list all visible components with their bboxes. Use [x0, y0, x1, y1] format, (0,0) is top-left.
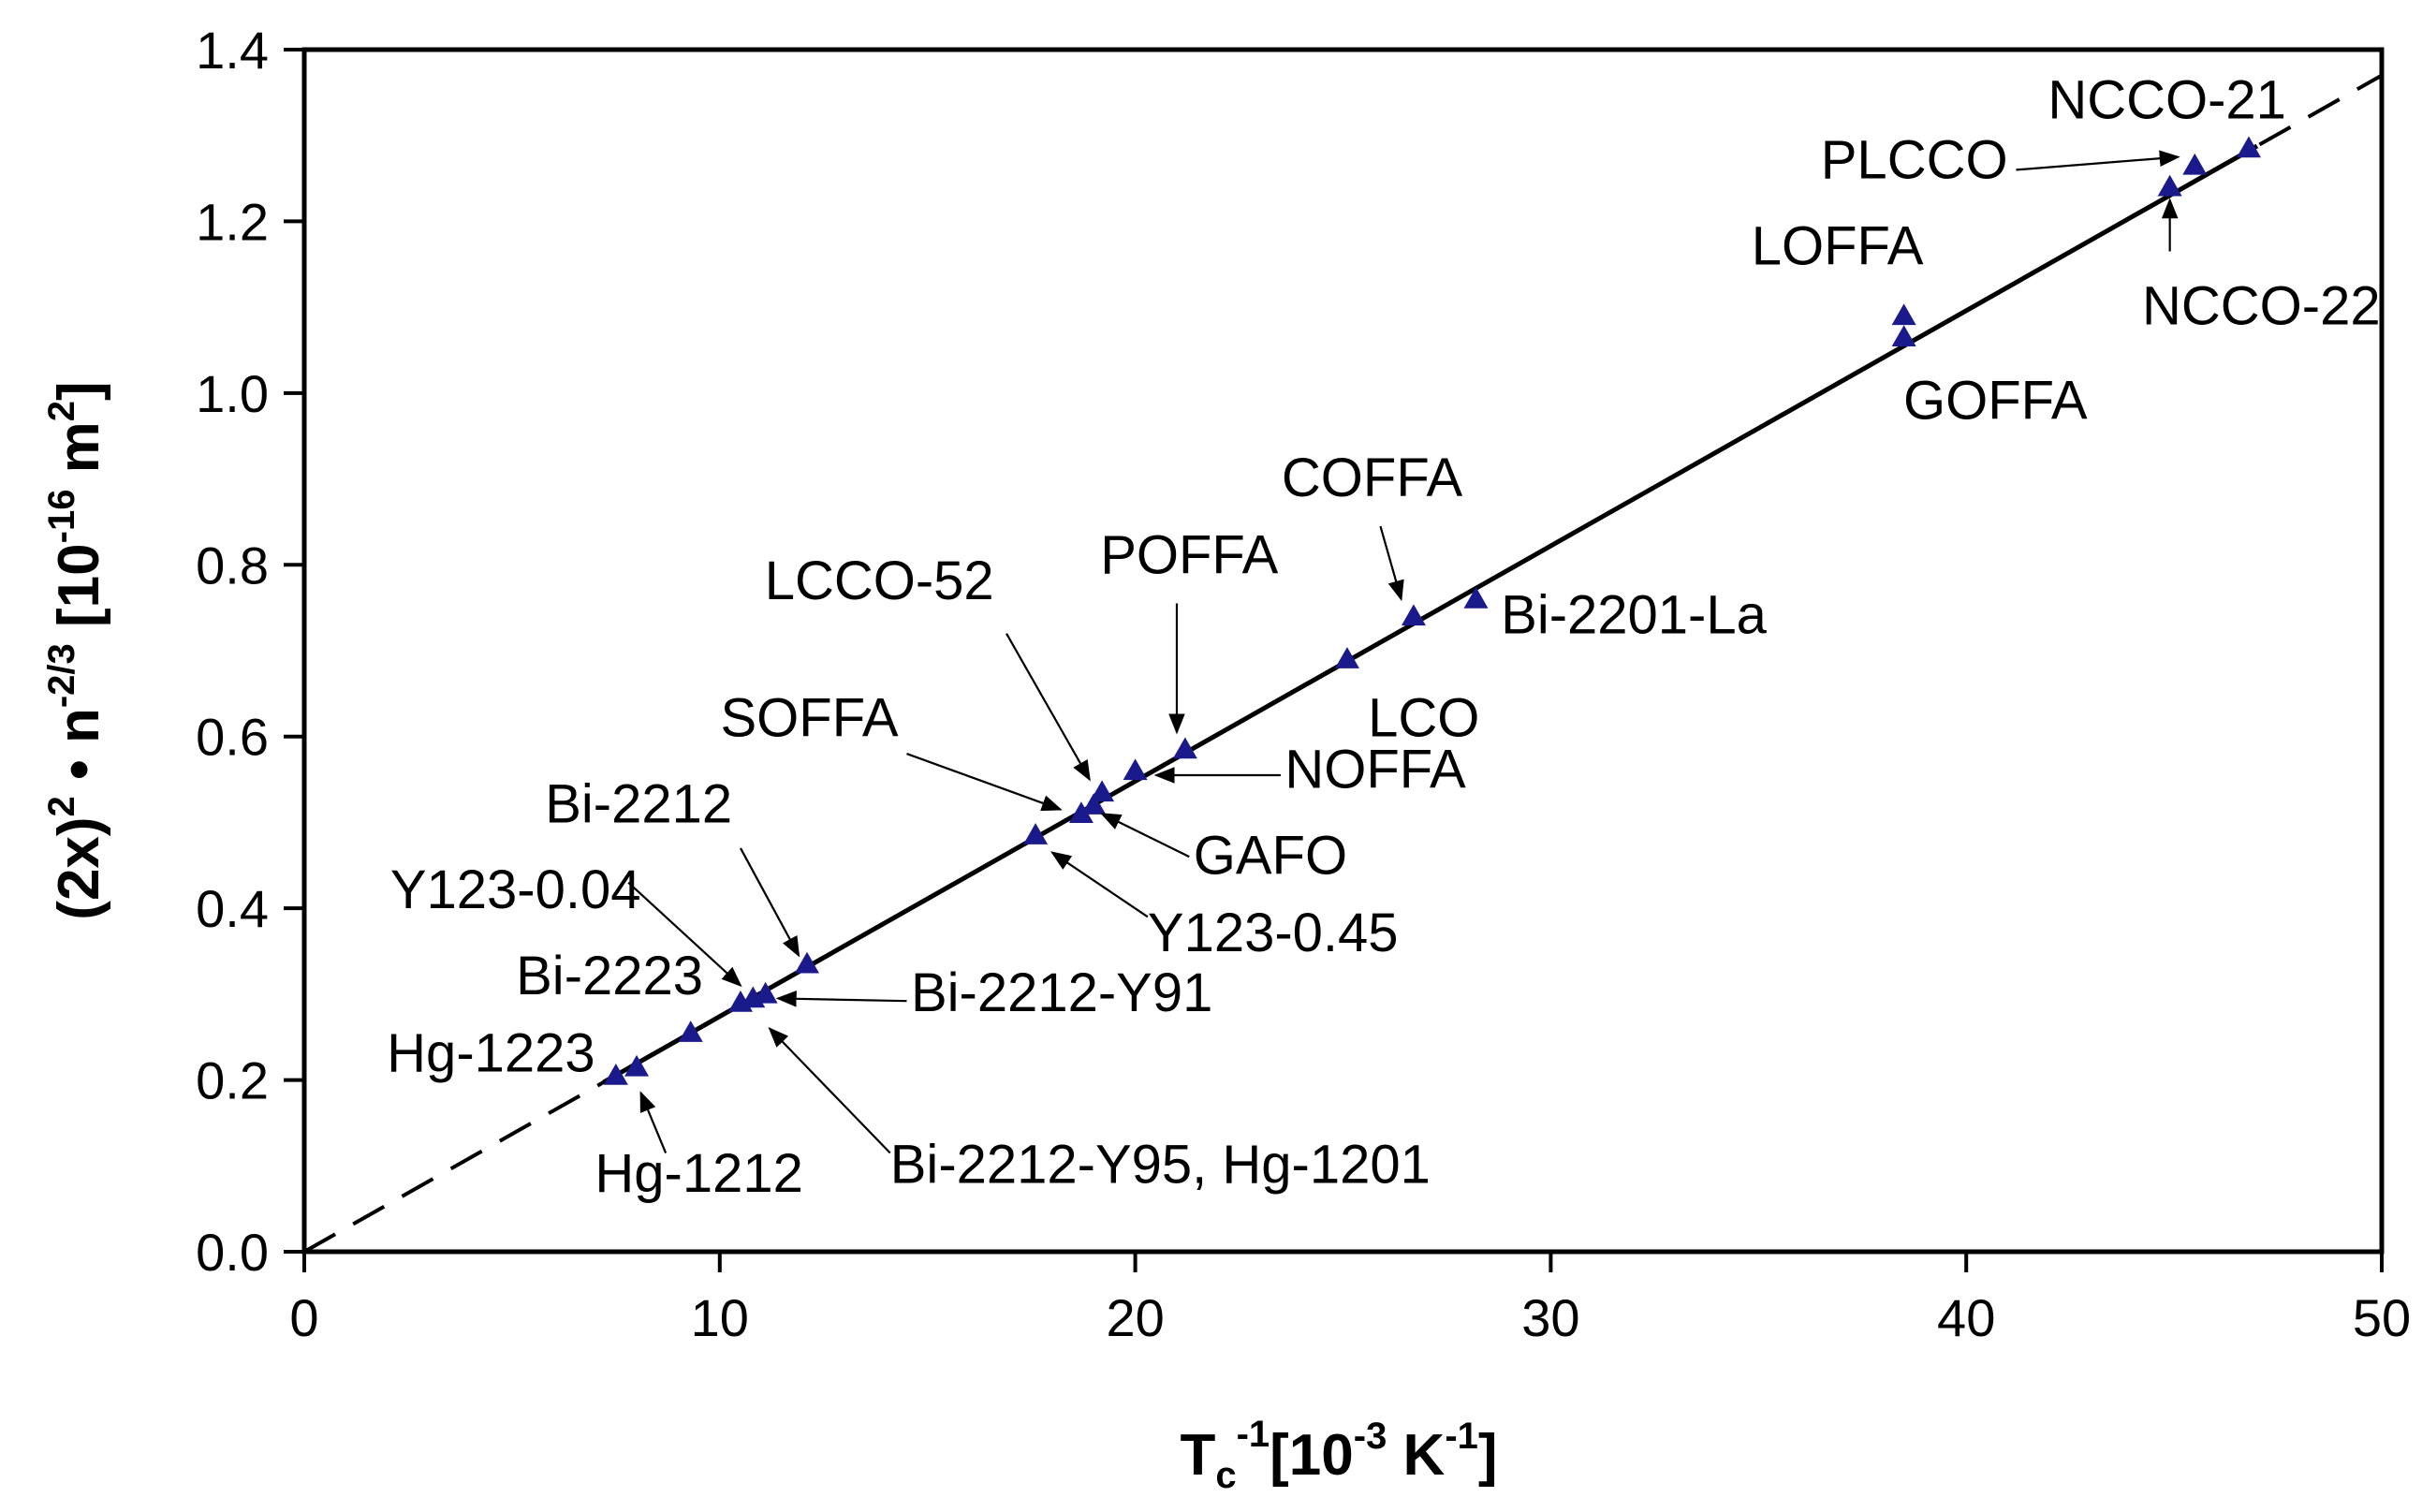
y-tick-label: 0.2 [196, 1051, 269, 1110]
data-point-triangle [603, 1063, 628, 1085]
data-point-triangle [1463, 586, 1489, 609]
annotation-label: SOFFA [720, 688, 898, 749]
annotation-label: NCCO-22 [2142, 275, 2381, 336]
data-point-triangle [624, 1054, 650, 1077]
axes-group: 0 10 20 30 40 50 0.0 0.2 0.4 0.6 0.8 1.0 1.2 1.4 [196, 21, 2411, 1347]
data-point-triangle [1123, 758, 1148, 781]
fit-line-solid [602, 143, 2259, 1085]
annotation-label: LCCO-52 [765, 550, 994, 611]
y-tick-label: 1.0 [196, 364, 269, 423]
y-tick-label: 1.2 [196, 192, 269, 251]
annotation-arrow [639, 1091, 668, 1153]
annotation-label: Bi-2201-La [1501, 585, 1767, 646]
annotation-label: PLCCO [1821, 130, 2008, 191]
data-point-triangle [2236, 136, 2261, 158]
data-point-triangle [1401, 604, 1426, 626]
annotation-label: Bi-2212 [545, 773, 732, 834]
data-point-triangle [794, 951, 819, 974]
data-points-group [603, 136, 2261, 1085]
x-tick-label: 50 [2353, 1288, 2411, 1347]
annotation-label: NOFFA [1284, 740, 1466, 800]
data-point-triangle [1172, 737, 1197, 759]
data-point-triangle [2182, 153, 2208, 175]
data-point-triangle [1081, 793, 1107, 815]
annotation-label: NCCO-21 [2048, 69, 2286, 130]
y-tick-label: 1.4 [196, 21, 269, 80]
annotation-arrow [1379, 525, 1404, 602]
data-point-triangle [1334, 647, 1359, 668]
x-axis-title: Tc-1[10-3 K-1] [1180, 1414, 1497, 1496]
annotation-label: POFFA [1100, 524, 1278, 585]
y-tick-label: 0.8 [196, 536, 269, 595]
annotation-arrow [627, 881, 742, 988]
annotation-label: Bi-2212-Y95, Hg-1201 [890, 1135, 1431, 1196]
annotation-label: Bi-2223 [516, 946, 703, 1006]
annotation-arrow [906, 753, 1063, 812]
y-axis-title: (2x)2 • n-2/3 [10-16 m2] [41, 381, 111, 919]
annotation-arrow [768, 1026, 891, 1154]
annotation-label: Bi-2212-Y91 [911, 962, 1212, 1023]
data-point-triangle [1068, 801, 1094, 824]
annotation-arrow [1005, 633, 1091, 782]
x-tick-label: 20 [1106, 1288, 1164, 1347]
data-point-triangle [1090, 780, 1115, 802]
y-tick-label: 0.0 [196, 1223, 269, 1282]
data-point-triangle [678, 1020, 703, 1042]
x-tick-label: 10 [691, 1288, 749, 1347]
plot-area-frame [301, 47, 2385, 1255]
annotation-label: Y123-0.45 [1148, 903, 1399, 963]
x-tick-label: 30 [1521, 1288, 1579, 1347]
annotation-arrow [2016, 150, 2180, 171]
x-tick-label: 0 [289, 1288, 318, 1347]
annotation-label: COFFA [1282, 448, 1463, 508]
annotation-label: LOFFA [1752, 215, 1924, 276]
annotation-arrow [1100, 813, 1190, 859]
annotation-label: GAFO [1194, 825, 1347, 886]
annotation-arrow [740, 847, 800, 958]
data-point-triangle [1891, 303, 1916, 326]
annotation-arrow [1050, 851, 1149, 918]
data-point-triangle [2157, 174, 2182, 197]
annotation-label: Y123-0.04 [390, 859, 641, 920]
annotation-label: Hg-1212 [594, 1143, 802, 1204]
annotation-label: GOFFA [1903, 370, 2088, 431]
y-tick-label: 0.4 [196, 879, 269, 938]
data-point-triangle [1023, 823, 1049, 844]
x-tick-label: 40 [1937, 1288, 1995, 1347]
data-point-triangle [753, 981, 778, 1004]
annotation-label: LCO [1368, 688, 1479, 749]
annotation-arrow [775, 991, 907, 1007]
y-tick-label: 0.6 [196, 708, 269, 767]
annotation-label: Hg-1223 [387, 1022, 594, 1083]
data-point-triangle [1891, 325, 1916, 346]
